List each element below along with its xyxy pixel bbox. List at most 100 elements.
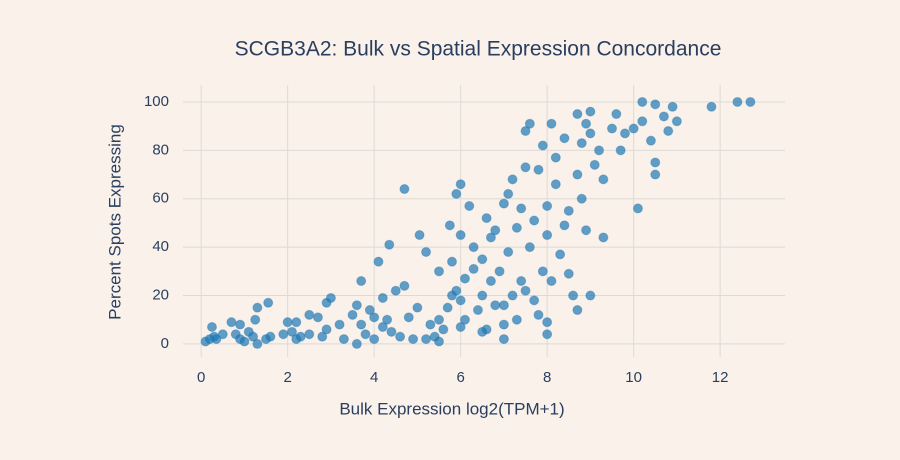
point	[434, 314, 445, 325]
point	[477, 254, 488, 265]
y-tick-label: 60	[152, 190, 169, 207]
point	[442, 302, 453, 313]
point	[485, 232, 496, 243]
point	[399, 184, 410, 195]
point	[265, 331, 276, 342]
point	[572, 109, 583, 120]
point	[351, 338, 362, 349]
point	[206, 321, 217, 332]
point	[542, 317, 553, 328]
point	[217, 329, 228, 340]
point	[356, 276, 367, 287]
y-tick-label: 40	[152, 238, 169, 255]
points	[200, 96, 756, 349]
point	[455, 295, 466, 306]
point	[304, 309, 315, 320]
point	[568, 290, 579, 301]
point	[589, 159, 600, 170]
point	[498, 300, 509, 311]
point	[472, 305, 483, 316]
point	[559, 220, 570, 231]
point	[455, 230, 466, 241]
x-tick-label: 0	[197, 369, 205, 386]
point	[451, 188, 462, 199]
point	[248, 331, 259, 342]
point	[446, 256, 457, 267]
x-tick-label: 8	[543, 369, 551, 386]
point	[382, 314, 393, 325]
point	[434, 266, 445, 277]
point	[444, 220, 455, 231]
point	[537, 266, 548, 277]
point	[421, 334, 432, 345]
point	[542, 230, 553, 241]
point	[650, 99, 661, 110]
point	[386, 326, 397, 337]
x-tick-label: 4	[370, 369, 378, 386]
point	[546, 118, 557, 129]
point	[581, 118, 592, 129]
point	[438, 324, 449, 335]
point	[384, 239, 395, 250]
chart-title: SCGB3A2: Bulk vs Spatial Expression Conc…	[235, 38, 722, 61]
point	[632, 203, 643, 214]
point	[373, 256, 384, 267]
point	[650, 157, 661, 168]
point	[455, 321, 466, 332]
point	[278, 329, 289, 340]
point	[507, 174, 518, 185]
point	[563, 205, 574, 216]
point	[377, 292, 388, 303]
point	[464, 200, 475, 211]
point	[347, 309, 358, 320]
point	[594, 145, 605, 156]
point	[321, 324, 332, 335]
point	[498, 198, 509, 209]
point	[434, 336, 445, 347]
point	[524, 242, 535, 253]
point	[542, 200, 553, 211]
point	[563, 268, 574, 279]
point	[516, 203, 527, 214]
point	[390, 285, 401, 296]
point	[585, 290, 596, 301]
point	[399, 280, 410, 291]
point	[576, 193, 587, 204]
point	[459, 314, 470, 325]
point	[235, 319, 246, 330]
point	[732, 96, 743, 107]
point	[334, 319, 345, 330]
point	[291, 317, 302, 328]
point	[559, 133, 570, 144]
point	[239, 336, 250, 347]
point	[529, 215, 540, 226]
y-tick-label: 0	[161, 335, 169, 352]
point	[529, 295, 540, 306]
x-tick-label: 2	[283, 369, 291, 386]
point	[520, 285, 531, 296]
point	[226, 317, 237, 328]
point	[455, 179, 466, 190]
point	[395, 331, 406, 342]
point	[468, 242, 479, 253]
point	[628, 123, 639, 134]
point	[369, 334, 380, 345]
point	[325, 292, 336, 303]
point	[650, 169, 661, 180]
point	[520, 162, 531, 173]
point	[637, 116, 648, 127]
point	[377, 321, 388, 332]
point	[598, 232, 609, 243]
point	[658, 111, 669, 122]
point	[360, 329, 371, 340]
point	[671, 116, 682, 127]
point	[498, 319, 509, 330]
point	[408, 334, 419, 345]
point	[490, 300, 501, 311]
point	[645, 135, 656, 146]
point	[585, 128, 596, 139]
point	[706, 101, 717, 112]
point	[619, 128, 630, 139]
y-tick-label: 100	[144, 93, 169, 110]
point	[250, 314, 261, 325]
